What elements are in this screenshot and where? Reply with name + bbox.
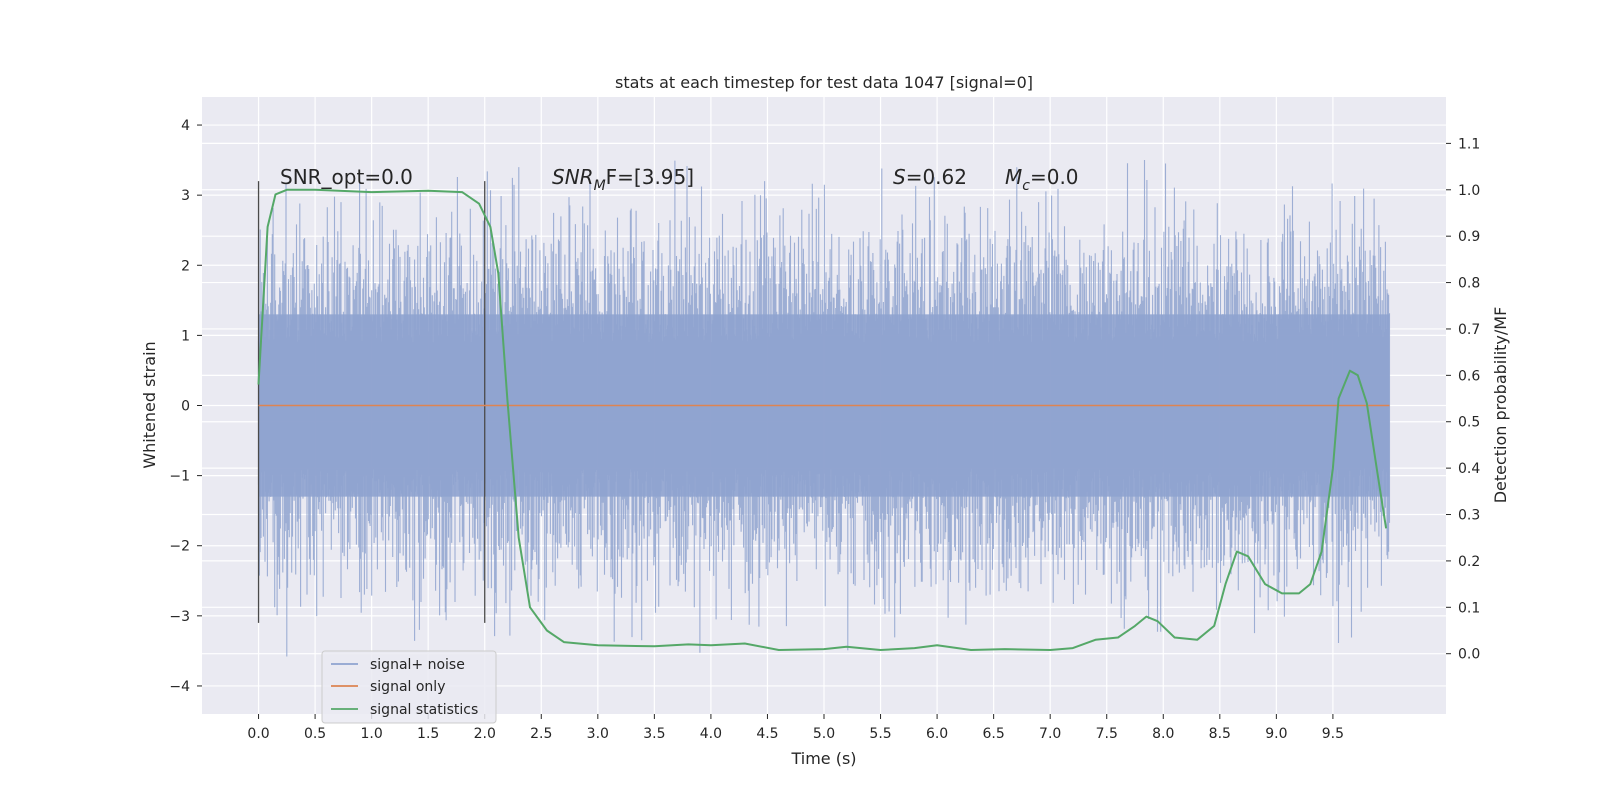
- x-tick-label: 6.5: [983, 726, 1005, 742]
- x-tick-label: 2.0: [474, 726, 496, 742]
- legend-label-signal-noise: signal+ noise: [370, 657, 465, 673]
- y2-tick-label: 0.0: [1458, 647, 1480, 663]
- y2-tick-label: 0.8: [1458, 276, 1480, 292]
- y-tick-label: −2: [169, 539, 190, 555]
- x-tick-label: 5.5: [869, 726, 891, 742]
- y2-tick-label: 1.1: [1458, 136, 1480, 152]
- annotation-mc-sub: c: [1022, 178, 1030, 194]
- legend: signal+ noise signal only signal statist…: [321, 650, 497, 724]
- x-axis-label: Time (s): [790, 749, 856, 768]
- annotation-s-var: S: [893, 165, 906, 189]
- y-tick-label: 0: [181, 399, 190, 415]
- y-tick-label: −4: [169, 679, 190, 695]
- y-tick-label: −3: [169, 609, 190, 625]
- x-tick-label: 7.0: [1039, 726, 1061, 742]
- annotation-s-val: =0.62: [906, 165, 967, 189]
- x-tick-label: 9.0: [1265, 726, 1287, 742]
- y2-tick-label: 0.6: [1458, 368, 1480, 384]
- x-tick-label: 0.5: [304, 726, 326, 742]
- x-tick-label: 7.5: [1096, 726, 1118, 742]
- x-tick-label: 5.0: [813, 726, 835, 742]
- signal-statistics-line: [257, 188, 1388, 651]
- y2-tick-label: 0.5: [1458, 415, 1480, 431]
- y2-tick-label: 0.4: [1458, 461, 1480, 477]
- y2-tick-label: 1.0: [1458, 183, 1480, 199]
- vertical-markers: [257, 181, 486, 623]
- x-tick-label: 1.5: [417, 726, 439, 742]
- annotation-snr-mf-rest: F=[3.95]: [606, 165, 694, 189]
- x-tick-label: 3.0: [587, 726, 609, 742]
- y-tick-label: 2: [181, 258, 190, 274]
- y-tick-label: 4: [181, 118, 190, 134]
- legend-label-signal-statistics: signal statistics: [370, 702, 478, 718]
- y2-axis-label: Detection probability/MF: [1491, 307, 1510, 504]
- annotation-snr-mf: SNRMF=[3.95]: [552, 165, 694, 194]
- y2-tick-label: 0.9: [1458, 229, 1480, 245]
- legend-label-signal-only: signal only: [370, 679, 445, 695]
- x-tick-label: 4.5: [756, 726, 778, 742]
- axis-ticks: 0.0 0.5 1.0 1.5 2.0 2.5 3.0 3.5 4.0 4.5 5.0 5.5 6.0 6…: [169, 118, 1480, 742]
- annotation-mc-var: M: [1005, 165, 1022, 189]
- x-tick-label: 6.0: [926, 726, 948, 742]
- y-tick-label: 1: [181, 328, 190, 344]
- annotation-snr-mf-sub: M: [594, 178, 606, 194]
- annotation-snr-mf-main: SNR: [552, 165, 594, 189]
- annotation-s: S=0.62: [893, 165, 967, 189]
- y2-tick-label: 0.2: [1458, 554, 1480, 570]
- x-tick-label: 4.0: [700, 726, 722, 742]
- x-tick-label: 9.5: [1322, 726, 1344, 742]
- chart-title: stats at each timestep for test data 104…: [615, 73, 1033, 92]
- y2-tick-label: 0.1: [1458, 600, 1480, 616]
- annotation-mc: Mc=0.0: [1005, 165, 1079, 194]
- annotation-mc-val: =0.0: [1030, 165, 1079, 189]
- y-tick-label: 3: [181, 188, 190, 204]
- y-axis-label: Whitened strain: [140, 341, 159, 468]
- y-tick-label: −1: [169, 469, 190, 485]
- x-tick-label: 8.0: [1152, 726, 1174, 742]
- x-tick-label: 2.5: [530, 726, 552, 742]
- series-lines: [257, 188, 1390, 651]
- y2-tick-label: 0.7: [1458, 322, 1480, 338]
- x-tick-label: 3.5: [643, 726, 665, 742]
- legend-box: [321, 650, 497, 724]
- x-tick-label: 8.5: [1209, 726, 1231, 742]
- annotation-snr-opt: SNR_opt=0.0: [280, 165, 413, 189]
- x-tick-label: 0.0: [247, 726, 269, 742]
- x-tick-label: 1.0: [361, 726, 383, 742]
- y2-tick-label: 0.3: [1458, 508, 1480, 524]
